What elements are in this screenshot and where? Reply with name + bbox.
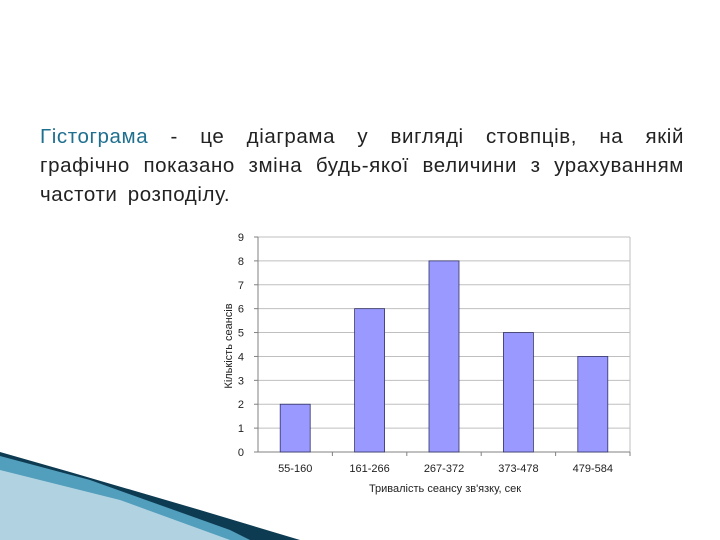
- y-tick-label: 2: [238, 399, 244, 411]
- x-axis-title: Тривалість сеансу зв'язку, сек: [369, 483, 521, 495]
- y-tick-label: 7: [238, 280, 244, 292]
- y-tick-label: 6: [238, 304, 244, 316]
- y-tick-label: 1: [238, 423, 244, 435]
- x-tick-label: 161-266: [349, 463, 389, 475]
- definition-body: - це діаграма у вигляді стовпців, на які…: [40, 125, 684, 206]
- x-tick-label: 479-584: [573, 463, 613, 475]
- y-tick-label: 0: [238, 447, 244, 459]
- definition-term: Гістограма: [40, 125, 149, 148]
- bar-55-160: [279, 403, 311, 453]
- y-tick-label: 4: [238, 351, 244, 363]
- bar-267-372: [428, 260, 460, 453]
- y-tick-label: 5: [238, 328, 244, 340]
- y-tick-label: 9: [238, 232, 244, 244]
- bar-161-266: [354, 308, 386, 453]
- x-tick-label: 267-372: [424, 463, 464, 475]
- y-axis-title: Кількість сеансів: [223, 303, 235, 388]
- x-tick-labels: 55-160 161-266 267-372 373-478 479-584: [278, 463, 613, 475]
- x-tick-label: 55-160: [278, 463, 312, 475]
- y-tick-label: 8: [238, 256, 244, 268]
- y-tick-labels: 0 1 2 3 4 5 6 7 8 9: [238, 232, 244, 459]
- definition-text: Гістограма - це діаграма у вигляді стовп…: [40, 122, 684, 209]
- y-tick-label: 3: [238, 375, 244, 387]
- bar-479-584: [577, 356, 609, 453]
- decor-swoosh-white: [0, 470, 230, 540]
- bars: [279, 260, 631, 456]
- x-tick-label: 373-478: [498, 463, 538, 475]
- bar-373-478: [502, 332, 534, 453]
